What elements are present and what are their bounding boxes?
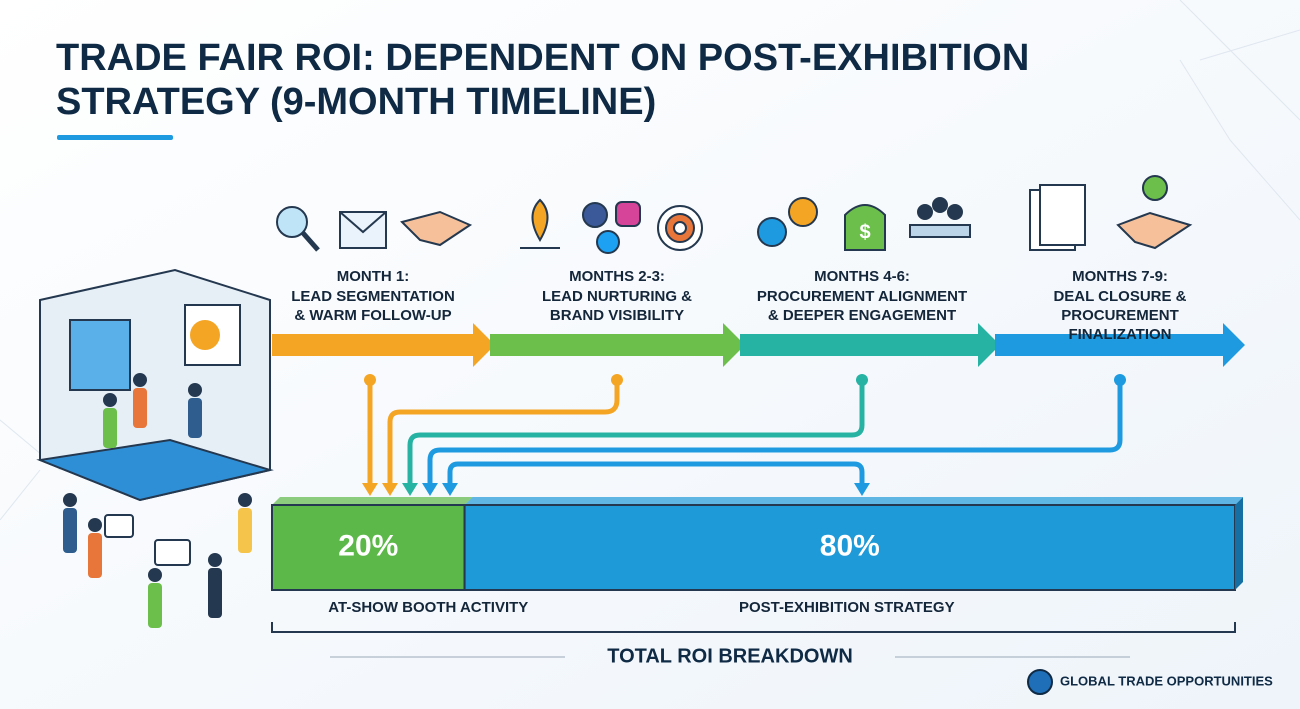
stage-period: MONTHS 2-3: bbox=[569, 268, 665, 285]
stage-label: & DEEPER ENGAGEMENT bbox=[768, 307, 956, 324]
connectors bbox=[367, 380, 1123, 485]
stage-label: LEAD NURTURING & bbox=[542, 288, 692, 305]
connector-heads bbox=[362, 374, 1126, 496]
stage-label: & WARM FOLLOW-UP bbox=[294, 307, 451, 324]
timeline-arrow bbox=[490, 323, 745, 367]
bar-side bbox=[1235, 497, 1243, 590]
booth-illustration bbox=[36, 268, 274, 628]
stage-label: DEAL CLOSURE & bbox=[1053, 288, 1186, 305]
brand: GLOBAL TRADE OPPORTUNITIES bbox=[1060, 673, 1273, 688]
stage-label: LEAD SEGMENTATION bbox=[291, 288, 455, 305]
icons: $ bbox=[276, 175, 1193, 254]
title-underline bbox=[57, 135, 173, 140]
svg-text:$: $ bbox=[859, 221, 870, 243]
stage-label: FINALIZATION bbox=[1068, 326, 1171, 343]
stage-period: MONTH 1: bbox=[337, 268, 410, 285]
timeline-arrow bbox=[740, 323, 1000, 367]
segment-label: POST-EXHIBITION STRATEGY bbox=[739, 599, 955, 616]
segment-value: 80% bbox=[820, 529, 880, 562]
bar-top bbox=[464, 497, 1244, 505]
roi-segment bbox=[271, 504, 466, 591]
title-line: TRADE FAIR ROI: DEPENDENT ON POST-EXHIBI… bbox=[56, 37, 1029, 79]
roi-segment bbox=[463, 504, 1237, 591]
timeline-arrow bbox=[995, 323, 1245, 367]
brand-logo bbox=[1027, 669, 1053, 695]
title-line: STRATEGY (9-MONTH TIMELINE) bbox=[56, 81, 656, 123]
stage-period: MONTHS 7-9: bbox=[1072, 268, 1168, 285]
stage-label: PROCUREMENT bbox=[1061, 307, 1179, 324]
segment-value: 20% bbox=[338, 529, 398, 562]
total-label: TOTAL ROI BREAKDOWN bbox=[607, 645, 853, 667]
bracket bbox=[271, 622, 1236, 633]
timeline-arrow bbox=[272, 323, 495, 367]
bar-top bbox=[272, 497, 473, 505]
stage-period: MONTHS 4-6: bbox=[814, 268, 910, 285]
stage-label: PROCUREMENT ALIGNMENT bbox=[757, 288, 967, 305]
decor-lines bbox=[0, 0, 1300, 521]
stage-label: BRAND VISIBILITY bbox=[550, 307, 684, 324]
segment-label: AT-SHOW BOOTH ACTIVITY bbox=[328, 599, 528, 616]
